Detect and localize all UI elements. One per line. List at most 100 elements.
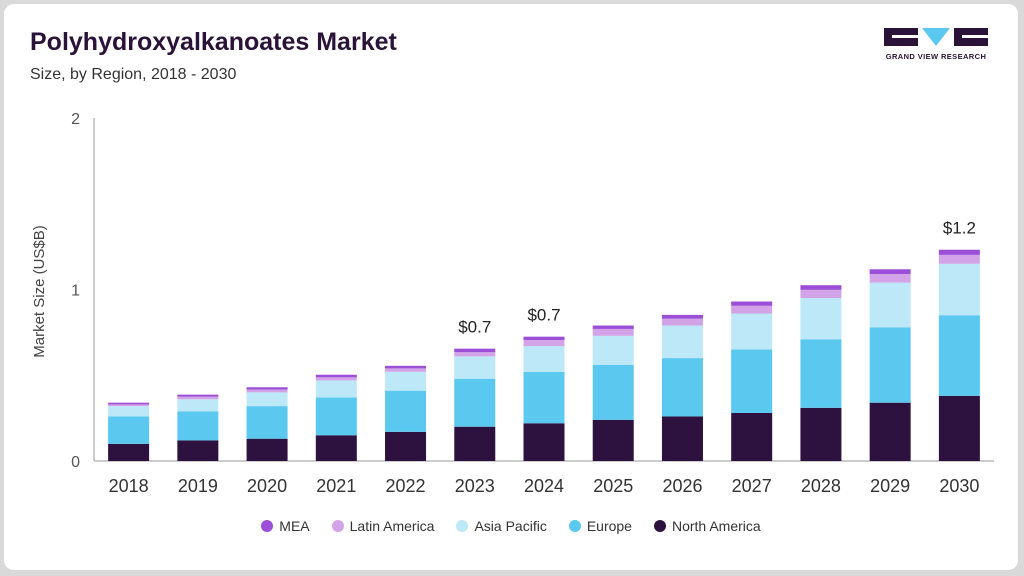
data-label-2023: $0.7 bbox=[458, 318, 491, 337]
bar-segment-europe-2023 bbox=[454, 378, 496, 427]
bar-segment-europe-2029 bbox=[869, 327, 911, 403]
x-tick-label: 2029 bbox=[870, 476, 910, 496]
bar-segment-asia-pacific-2020 bbox=[246, 392, 288, 407]
bar-segment-asia-pacific-2021 bbox=[315, 380, 357, 398]
bar-segment-latin-america-2027 bbox=[731, 305, 773, 314]
x-tick-label: 2027 bbox=[732, 476, 772, 496]
logo-triangle bbox=[922, 28, 950, 46]
data-label-2024: $0.7 bbox=[527, 306, 560, 325]
bar-segment-mea-2025 bbox=[592, 325, 634, 329]
logo-notch-right bbox=[962, 35, 988, 38]
bar-segment-asia-pacific-2022 bbox=[385, 371, 427, 391]
bar-segment-north-america-2021 bbox=[315, 435, 357, 461]
legend-item-mea: MEA bbox=[261, 518, 310, 534]
y-tick-label: 2 bbox=[71, 111, 80, 128]
bar-segment-asia-pacific-2018 bbox=[108, 406, 150, 417]
bar-segment-asia-pacific-2030 bbox=[938, 263, 980, 316]
bar-segment-europe-2026 bbox=[661, 358, 703, 417]
bar-segment-latin-america-2030 bbox=[938, 254, 980, 264]
bar-segment-north-america-2026 bbox=[661, 416, 703, 461]
bar-segment-mea-2019 bbox=[177, 394, 219, 397]
legend-swatch bbox=[456, 520, 469, 532]
chart-subtitle: Size, by Region, 2018 - 2030 bbox=[30, 66, 237, 83]
x-tick-label: 2023 bbox=[455, 476, 495, 496]
chart-title: Polyhydroxyalkanoates Market bbox=[30, 28, 397, 56]
bar-segment-latin-america-2018 bbox=[108, 404, 150, 407]
bar-segment-north-america-2023 bbox=[454, 426, 496, 461]
bar-segment-latin-america-2020 bbox=[246, 389, 288, 393]
x-tick-label: 2021 bbox=[316, 476, 356, 496]
bar-segment-north-america-2019 bbox=[177, 440, 219, 461]
bar-segment-latin-america-2029 bbox=[869, 274, 911, 283]
bar-segment-asia-pacific-2029 bbox=[869, 282, 911, 328]
legend-item-latin-america: Latin America bbox=[331, 518, 435, 534]
legend-swatch bbox=[261, 520, 274, 532]
bar-segment-asia-pacific-2023 bbox=[454, 356, 496, 379]
bar-segment-mea-2021 bbox=[315, 374, 357, 378]
chart-card: Polyhydroxyalkanoates Market Size, by Re… bbox=[4, 4, 1018, 570]
bar-segment-north-america-2028 bbox=[800, 407, 842, 461]
legend-swatch bbox=[331, 520, 344, 532]
bar-segment-europe-2018 bbox=[108, 416, 150, 444]
data-label-2030: $1.2 bbox=[943, 219, 976, 238]
bar-segment-mea-2020 bbox=[246, 387, 288, 390]
bar-segment-europe-2030 bbox=[938, 315, 980, 396]
bar-segment-latin-america-2026 bbox=[661, 318, 703, 326]
legend-label: MEA bbox=[279, 518, 310, 534]
bar-segment-north-america-2024 bbox=[523, 423, 565, 461]
legend-label: Latin America bbox=[349, 518, 435, 534]
bar-segment-asia-pacific-2019 bbox=[177, 399, 219, 412]
x-tick-label: 2020 bbox=[247, 476, 287, 496]
bar-segment-north-america-2027 bbox=[731, 412, 773, 461]
x-tick-label: 2018 bbox=[109, 476, 149, 496]
bar-segment-north-america-2030 bbox=[938, 395, 980, 461]
bar-segment-europe-2027 bbox=[731, 349, 773, 413]
grand-view-research-logo bbox=[884, 28, 988, 46]
legend-label: Asia Pacific bbox=[474, 518, 547, 534]
bar-segment-europe-2020 bbox=[246, 406, 288, 439]
bar-segment-north-america-2018 bbox=[108, 443, 150, 461]
bar-segment-mea-2029 bbox=[869, 269, 911, 275]
bar-segment-latin-america-2024 bbox=[523, 340, 565, 347]
bar-segment-europe-2025 bbox=[592, 364, 634, 420]
bar-segment-mea-2026 bbox=[661, 314, 703, 319]
x-tick-label: 2026 bbox=[662, 476, 702, 496]
bar-segment-latin-america-2019 bbox=[177, 396, 219, 400]
bar-segment-north-america-2025 bbox=[592, 419, 634, 461]
bar-segment-mea-2028 bbox=[800, 285, 842, 290]
y-axis-label: Market Size (US$B) bbox=[31, 225, 48, 358]
y-tick-label: 1 bbox=[71, 283, 80, 300]
bar-segment-north-america-2022 bbox=[385, 431, 427, 461]
legend-item-north-america: North America bbox=[653, 518, 761, 534]
bar-segment-europe-2028 bbox=[800, 339, 842, 408]
bar-segment-europe-2019 bbox=[177, 411, 219, 441]
bar-segment-asia-pacific-2028 bbox=[800, 298, 842, 340]
logo-notch-left bbox=[892, 35, 918, 38]
legend-item-asia-pacific: Asia Pacific bbox=[456, 518, 547, 534]
x-tick-label: 2028 bbox=[801, 476, 841, 496]
bar-segment-asia-pacific-2027 bbox=[731, 313, 773, 350]
stacked-bar-chart: 0 1 2 Market Size (US$B) 2018 2019 2020 2021 202… bbox=[31, 111, 994, 496]
x-tick-label: 2025 bbox=[593, 476, 633, 496]
chart-legend: MEA Latin America Asia Pacific Europe North … bbox=[4, 518, 1018, 534]
bar-segment-north-america-2029 bbox=[869, 402, 911, 461]
bar-segment-europe-2022 bbox=[385, 390, 427, 432]
bar-segment-north-america-2020 bbox=[246, 438, 288, 461]
bar-segment-latin-america-2022 bbox=[385, 368, 427, 372]
legend-label: Europe bbox=[586, 518, 632, 534]
bar-segment-mea-2027 bbox=[731, 301, 773, 306]
x-tick-label: 2022 bbox=[386, 476, 426, 496]
bar-segment-asia-pacific-2025 bbox=[592, 335, 634, 365]
legend-item-europe: Europe bbox=[568, 518, 632, 534]
bar-segment-europe-2021 bbox=[315, 397, 357, 436]
bar-segment-asia-pacific-2024 bbox=[523, 346, 565, 372]
bar-segment-latin-america-2021 bbox=[315, 377, 357, 381]
bar-segment-mea-2023 bbox=[454, 348, 496, 353]
bar-segment-mea-2022 bbox=[385, 365, 427, 369]
bar-segment-latin-america-2028 bbox=[800, 289, 842, 299]
legend-swatch bbox=[653, 520, 666, 532]
legend-swatch bbox=[568, 520, 581, 532]
bar-segment-mea-2030 bbox=[938, 249, 980, 255]
logo-brand-text: GRAND VIEW RESEARCH bbox=[885, 52, 987, 61]
bar-segment-asia-pacific-2026 bbox=[661, 325, 703, 359]
